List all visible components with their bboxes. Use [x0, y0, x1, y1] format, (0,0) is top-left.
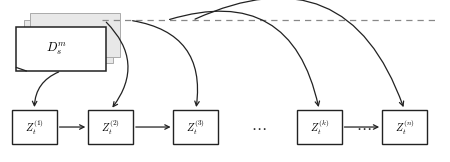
FancyBboxPatch shape — [382, 110, 427, 144]
FancyBboxPatch shape — [12, 110, 57, 144]
Text: $Z_t^{(2)}$: $Z_t^{(2)}$ — [101, 117, 120, 137]
Text: $Z_t^{(k)}$: $Z_t^{(k)}$ — [310, 117, 329, 137]
Text: $\cdots$: $\cdots$ — [251, 120, 266, 134]
FancyBboxPatch shape — [30, 13, 120, 57]
Text: $D_s^m$: $D_s^m$ — [46, 41, 68, 57]
Text: $Z_t^{(n)}$: $Z_t^{(n)}$ — [395, 117, 414, 137]
Text: $\cdots$: $\cdots$ — [356, 120, 372, 134]
FancyBboxPatch shape — [23, 19, 113, 63]
FancyBboxPatch shape — [88, 110, 133, 144]
FancyBboxPatch shape — [297, 110, 342, 144]
FancyBboxPatch shape — [16, 27, 106, 71]
Text: $Z_t^{(3)}$: $Z_t^{(3)}$ — [186, 117, 205, 137]
Text: $Z_t^{(1)}$: $Z_t^{(1)}$ — [25, 117, 44, 137]
FancyBboxPatch shape — [173, 110, 218, 144]
